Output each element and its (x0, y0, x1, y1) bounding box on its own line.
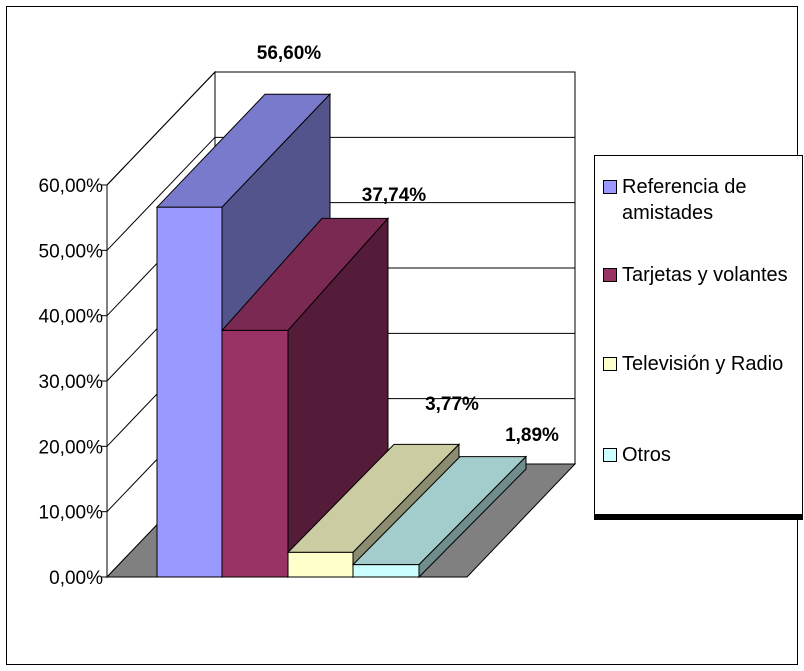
legend-label: Tarjetas y volantes (622, 264, 788, 286)
bar-front-face (287, 551, 354, 578)
gridline-side (106, 136, 216, 251)
data-label: 3,77% (425, 394, 479, 415)
y-tick-label: 20,00% (39, 437, 104, 458)
legend-label: Televisión y Radio (622, 353, 784, 375)
y-tick-labels: 0,00% 10,00% 20,00% 30,00% 40,00% 50,00% 60,00… (39, 176, 104, 589)
y-tick-label: 50,00% (39, 241, 104, 262)
bar-front-face (156, 206, 223, 578)
y-tick-label: 10,00% (39, 503, 104, 524)
data-label: 1,89% (505, 425, 559, 446)
legend-label: Otros (622, 444, 671, 466)
data-label: 56,60% (257, 43, 322, 64)
legend-item-television: Televisión y Radio (603, 351, 803, 377)
legend-swatch (603, 268, 617, 282)
y-axis (101, 184, 108, 578)
y-tick-label: 40,00% (39, 307, 104, 328)
data-label: 37,74% (362, 185, 427, 206)
legend-label: Referencia de amistades (622, 176, 747, 224)
data-labels: 56,60% 37,74% 3,77% 1,89% (257, 43, 559, 446)
legend: Referencia de amistades Tarjetas y volan… (594, 155, 803, 515)
bar-4 (351, 455, 528, 579)
legend-item-tarjetas: Tarjetas y volantes (603, 262, 803, 288)
y-tick-label: 30,00% (39, 372, 104, 393)
legend-swatch (603, 357, 617, 371)
legend-item-otros: Otros (603, 442, 803, 468)
bar-front-face (352, 564, 420, 578)
y-tick-label: 60,00% (39, 176, 104, 197)
legend-swatch (603, 448, 617, 462)
legend-swatch (603, 180, 617, 194)
bars (155, 92, 528, 579)
bar-front-face (221, 329, 289, 578)
y-tick-label: 0,00% (49, 568, 103, 589)
gridline-side (106, 71, 216, 186)
legend-item-referencia: Referencia de amistades (603, 174, 803, 226)
